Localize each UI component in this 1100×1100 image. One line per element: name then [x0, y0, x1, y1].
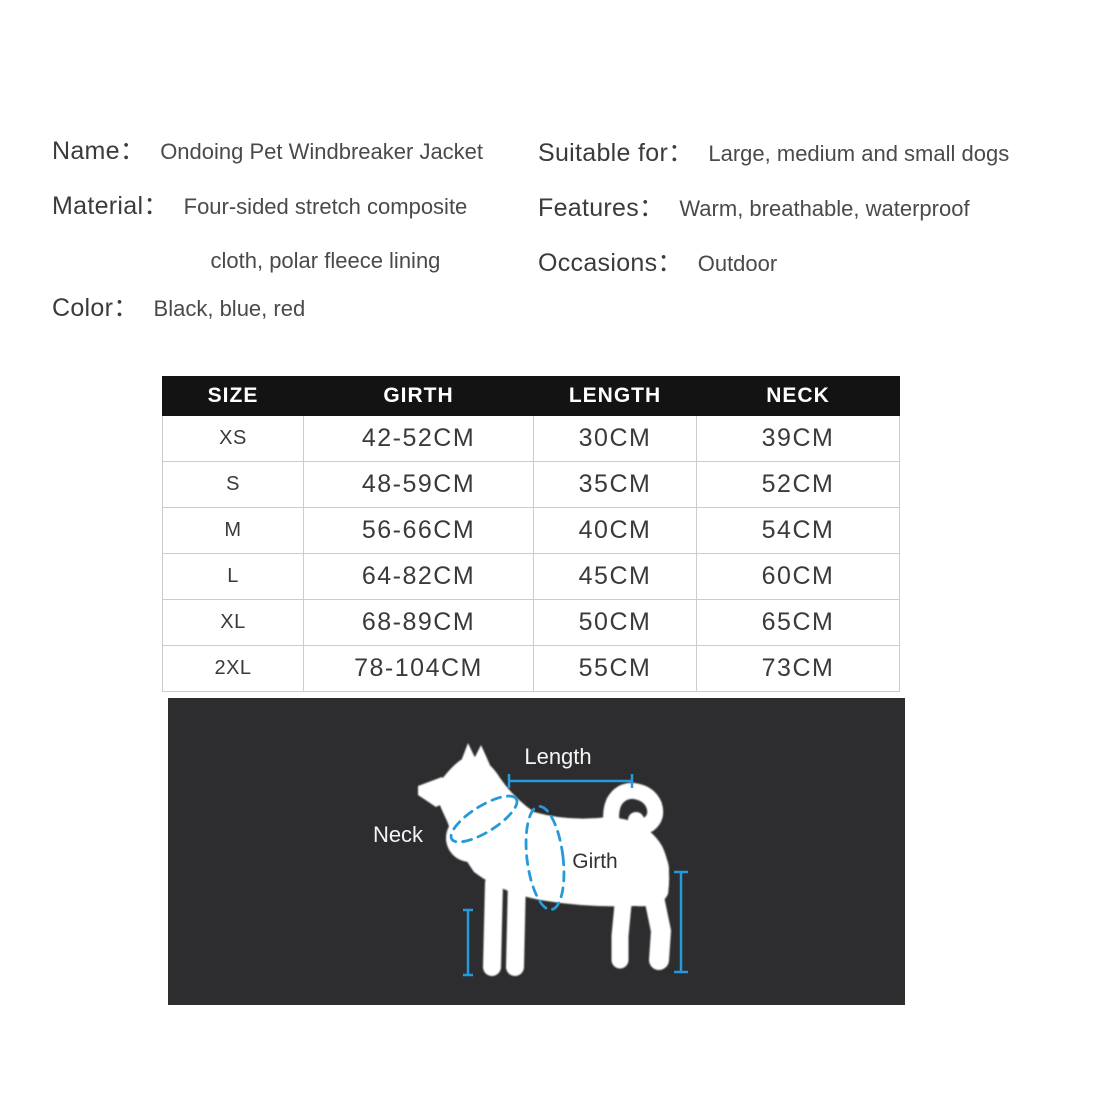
measuring-diagram-panel: Length Neck Girth [168, 698, 905, 1005]
material-label: Material： [52, 192, 169, 220]
dog-muzzle-shape [418, 777, 456, 807]
table-cell: 48-59CM [303, 461, 534, 508]
suitable-for-value: Large, medium and small dogs [708, 141, 1010, 166]
girth-measure-ellipse [524, 804, 566, 912]
table-cell: 52CM [696, 461, 900, 508]
size-chart-column-header: LENGTH [533, 376, 697, 416]
dog-measure-diagram: Length Neck Girth [373, 743, 688, 977]
material-value: Four-sided stretch composite cloth, pola… [184, 193, 468, 275]
table-cell: 30CM [533, 415, 697, 462]
size-chart-column-header: GIRTH [303, 376, 534, 416]
size-chart-column-header: NECK [696, 376, 900, 416]
table-cell: 78-104CM [303, 645, 534, 692]
table-cell: 50CM [533, 599, 697, 646]
dog-chest-shape [446, 814, 494, 862]
table-cell: 54CM [696, 507, 900, 554]
dog-ear-left-shape [460, 743, 477, 764]
dog-front-leg-near [506, 869, 526, 976]
table-cell: XS [162, 415, 304, 462]
spec-row-features: Features： Warm, breathable, waterproof [538, 188, 970, 224]
table-row: M 56-66CM 40CM 54CM [162, 507, 900, 554]
dog-silhouette-image [418, 743, 671, 976]
features-label: Features： [538, 194, 665, 222]
table-row: S 48-59CM 35CM 52CM [162, 461, 900, 508]
size-chart-column-header: SIZE [162, 376, 304, 416]
spec-row-occasions: Occasions： Outdoor [538, 243, 777, 279]
neck-measure-ellipse [449, 794, 519, 844]
size-chart-header-row: SIZE GIRTH LENGTH NECK [162, 376, 900, 416]
occasions-value: Outdoor [697, 251, 778, 276]
color-value: Black, blue, red [153, 296, 306, 321]
table-cell: XL [162, 599, 304, 646]
dog-ear-right-shape [473, 745, 490, 765]
occasions-label: Occasions： [538, 249, 683, 277]
name-value: Ondoing Pet Windbreaker Jacket [160, 139, 484, 164]
size-chart-table: SIZE GIRTH LENGTH NECK XS 42-52CM 30CM 39CM S 48… [162, 376, 900, 692]
table-cell: 42-52CM [303, 415, 534, 462]
suitable-for-label: Suitable for： [538, 139, 694, 167]
table-cell: 39CM [696, 415, 900, 462]
spec-row-material: Material： Four-sided stretch composite c… [52, 186, 467, 275]
table-cell: 35CM [533, 461, 697, 508]
table-cell: L [162, 553, 304, 600]
table-cell: 2XL [162, 645, 304, 692]
table-cell: M [162, 507, 304, 554]
length-measure-label: Length [524, 744, 591, 769]
table-cell: 65CM [696, 599, 900, 646]
table-cell: 60CM [696, 553, 900, 600]
table-cell: 56-66CM [303, 507, 534, 554]
table-cell: 40CM [533, 507, 697, 554]
table-row: 2XL 78-104CM 55CM 73CM [162, 645, 900, 692]
material-value-line2: cloth, polar fleece lining [210, 248, 441, 273]
color-label: Color： [52, 294, 139, 322]
dog-body-shape [434, 756, 670, 907]
dog-hind-leg-near [640, 868, 671, 970]
dog-front-leg-far [483, 874, 503, 976]
table-row: XL 68-89CM 50CM 65CM [162, 599, 900, 646]
table-row: XS 42-52CM 30CM 39CM [162, 415, 900, 462]
table-cell: 73CM [696, 645, 900, 692]
features-value: Warm, breathable, waterproof [679, 196, 970, 221]
table-row: L 64-82CM 45CM 60CM [162, 553, 900, 600]
spec-row-name: Name： Ondoing Pet Windbreaker Jacket [52, 131, 483, 167]
spec-row-color: Color： Black, blue, red [52, 288, 305, 324]
neck-measure-label: Neck [373, 822, 424, 847]
spec-row-suitable-for: Suitable for： Large, medium and small do… [538, 133, 1009, 169]
girth-measure-label: Girth [572, 850, 618, 873]
dog-tail-shape [603, 782, 664, 856]
material-value-line1: Four-sided stretch composite [183, 194, 468, 219]
table-cell: 64-82CM [303, 553, 534, 600]
dog-hind-leg-far [611, 885, 633, 969]
table-cell: 45CM [533, 553, 697, 600]
measure-annotations: Length Neck Girth [373, 744, 688, 977]
table-cell: 68-89CM [303, 599, 534, 646]
name-label: Name： [52, 137, 146, 165]
table-cell: 55CM [533, 645, 697, 692]
table-cell: S [162, 461, 304, 508]
